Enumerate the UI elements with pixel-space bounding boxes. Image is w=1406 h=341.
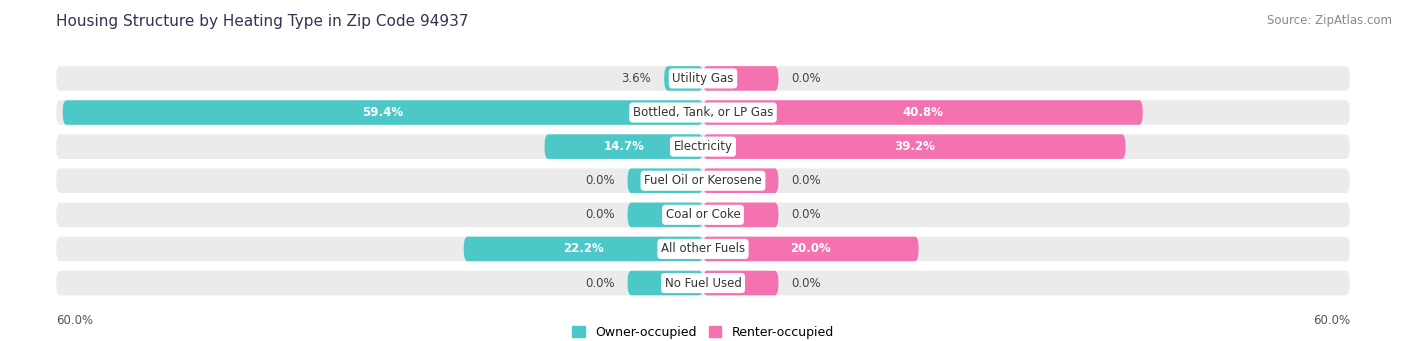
FancyBboxPatch shape — [627, 168, 703, 193]
FancyBboxPatch shape — [703, 168, 779, 193]
Text: 40.8%: 40.8% — [903, 106, 943, 119]
Text: 20.0%: 20.0% — [790, 242, 831, 255]
FancyBboxPatch shape — [56, 237, 1350, 261]
Text: 0.0%: 0.0% — [585, 208, 614, 221]
FancyBboxPatch shape — [703, 237, 918, 261]
Text: All other Fuels: All other Fuels — [661, 242, 745, 255]
FancyBboxPatch shape — [544, 134, 703, 159]
Text: Utility Gas: Utility Gas — [672, 72, 734, 85]
FancyBboxPatch shape — [56, 271, 1350, 295]
FancyBboxPatch shape — [664, 66, 703, 91]
FancyBboxPatch shape — [703, 271, 779, 295]
Text: 0.0%: 0.0% — [792, 72, 821, 85]
Text: 3.6%: 3.6% — [621, 72, 651, 85]
Text: 0.0%: 0.0% — [585, 277, 614, 290]
Text: Source: ZipAtlas.com: Source: ZipAtlas.com — [1267, 14, 1392, 27]
Text: 60.0%: 60.0% — [1313, 314, 1350, 327]
Text: Housing Structure by Heating Type in Zip Code 94937: Housing Structure by Heating Type in Zip… — [56, 14, 468, 29]
FancyBboxPatch shape — [63, 100, 703, 125]
FancyBboxPatch shape — [703, 203, 779, 227]
Text: Bottled, Tank, or LP Gas: Bottled, Tank, or LP Gas — [633, 106, 773, 119]
FancyBboxPatch shape — [56, 168, 1350, 193]
Text: Fuel Oil or Kerosene: Fuel Oil or Kerosene — [644, 174, 762, 187]
Legend: Owner-occupied, Renter-occupied: Owner-occupied, Renter-occupied — [572, 326, 834, 339]
Text: 0.0%: 0.0% — [792, 208, 821, 221]
Text: Coal or Coke: Coal or Coke — [665, 208, 741, 221]
FancyBboxPatch shape — [56, 66, 1350, 91]
FancyBboxPatch shape — [703, 100, 1143, 125]
Text: 0.0%: 0.0% — [792, 277, 821, 290]
FancyBboxPatch shape — [56, 100, 1350, 125]
Text: No Fuel Used: No Fuel Used — [665, 277, 741, 290]
Text: 60.0%: 60.0% — [56, 314, 93, 327]
Text: 39.2%: 39.2% — [894, 140, 935, 153]
FancyBboxPatch shape — [627, 203, 703, 227]
FancyBboxPatch shape — [464, 237, 703, 261]
Text: 59.4%: 59.4% — [363, 106, 404, 119]
FancyBboxPatch shape — [703, 134, 1126, 159]
Text: 0.0%: 0.0% — [792, 174, 821, 187]
Text: 22.2%: 22.2% — [562, 242, 603, 255]
FancyBboxPatch shape — [56, 134, 1350, 159]
FancyBboxPatch shape — [703, 66, 779, 91]
FancyBboxPatch shape — [627, 271, 703, 295]
Text: 0.0%: 0.0% — [585, 174, 614, 187]
Text: Electricity: Electricity — [673, 140, 733, 153]
Text: 14.7%: 14.7% — [603, 140, 644, 153]
FancyBboxPatch shape — [56, 203, 1350, 227]
